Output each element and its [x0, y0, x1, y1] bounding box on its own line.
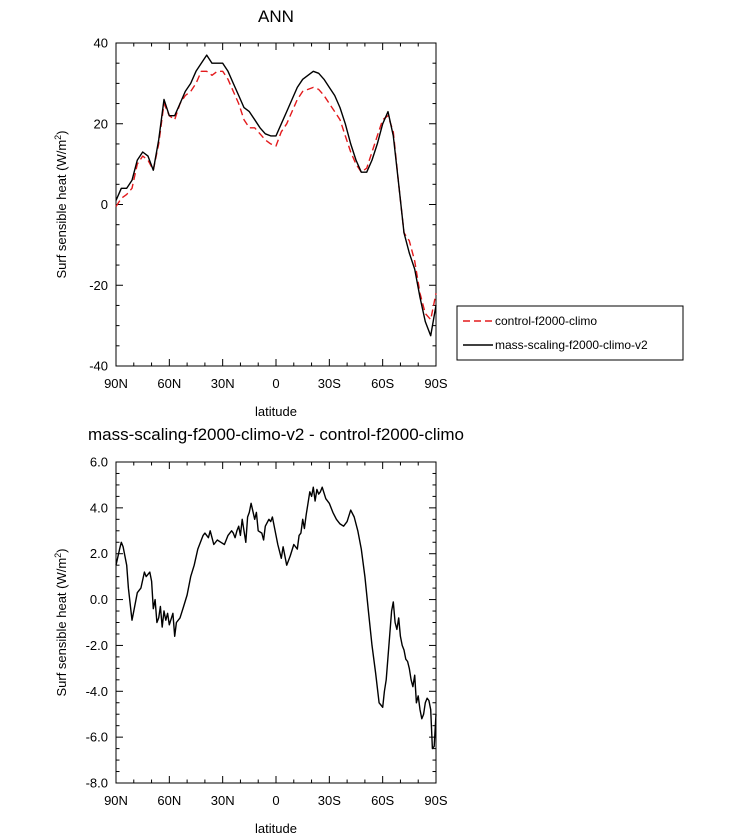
x-tick-label: 60S — [371, 376, 394, 391]
y-axis-title-close: ) — [54, 130, 69, 134]
x-tick-label: 60S — [371, 793, 394, 808]
x-tick-label: 60N — [157, 793, 181, 808]
x-tick-label: 90S — [424, 793, 447, 808]
y-tick-label: 20 — [94, 116, 108, 131]
x-tick-label: 30N — [211, 793, 235, 808]
y-axis-title-close: ) — [54, 548, 69, 552]
y-axis-title-superscript: 2 — [53, 135, 63, 140]
y-axis-title: Surf sensible heat (W/m2) — [53, 130, 69, 278]
series-line-control-f2000-climo — [115, 70, 437, 321]
legend-box — [456, 305, 684, 361]
y-tick-label: -8.0 — [86, 776, 108, 791]
x-tick-label: 30S — [318, 793, 341, 808]
y-tick-label: 2.0 — [90, 546, 108, 561]
x-tick-label: 90N — [104, 793, 128, 808]
x-tick-label: 60N — [157, 376, 181, 391]
y-tick-label: 40 — [94, 36, 108, 51]
x-tick-label: 90S — [424, 376, 447, 391]
y-tick-label: -40 — [89, 359, 108, 374]
y-tick-label: 6.0 — [90, 455, 108, 470]
y-tick-label: -4.0 — [86, 684, 108, 699]
y-tick-label: 0 — [101, 197, 108, 212]
legend-label-control-f2000-climo: control-f2000-climo — [495, 314, 597, 328]
series-line-mass-scaling-f2000-climo-v2 — [115, 54, 437, 337]
x-tick-label: 0 — [272, 376, 279, 391]
x-tick-label: 30N — [211, 376, 235, 391]
series-line-difference — [115, 486, 437, 750]
y-tick-label: -6.0 — [86, 730, 108, 745]
y-tick-label: 0.0 — [90, 592, 108, 607]
plot-frame — [115, 42, 437, 367]
legend-label-mass-scaling-f2000-climo-v2: mass-scaling-f2000-climo-v2 — [495, 338, 648, 352]
y-axis-title-superscript: 2 — [53, 553, 63, 558]
x-axis-title: latitude — [255, 404, 297, 419]
x-tick-label: 0 — [272, 793, 279, 808]
x-axis-title: latitude — [255, 821, 297, 836]
x-tick-label: 90N — [104, 376, 128, 391]
chart-title: mass-scaling-f2000-climo-v2 - control-f2… — [88, 425, 464, 444]
y-tick-label: -20 — [89, 278, 108, 293]
chart-title: ANN — [258, 7, 294, 26]
plot-frame — [115, 461, 437, 784]
y-tick-label: 4.0 — [90, 500, 108, 515]
y-axis-title: Surf sensible heat (W/m2) — [53, 548, 69, 696]
y-tick-label: -2.0 — [86, 638, 108, 653]
x-tick-label: 30S — [318, 376, 341, 391]
